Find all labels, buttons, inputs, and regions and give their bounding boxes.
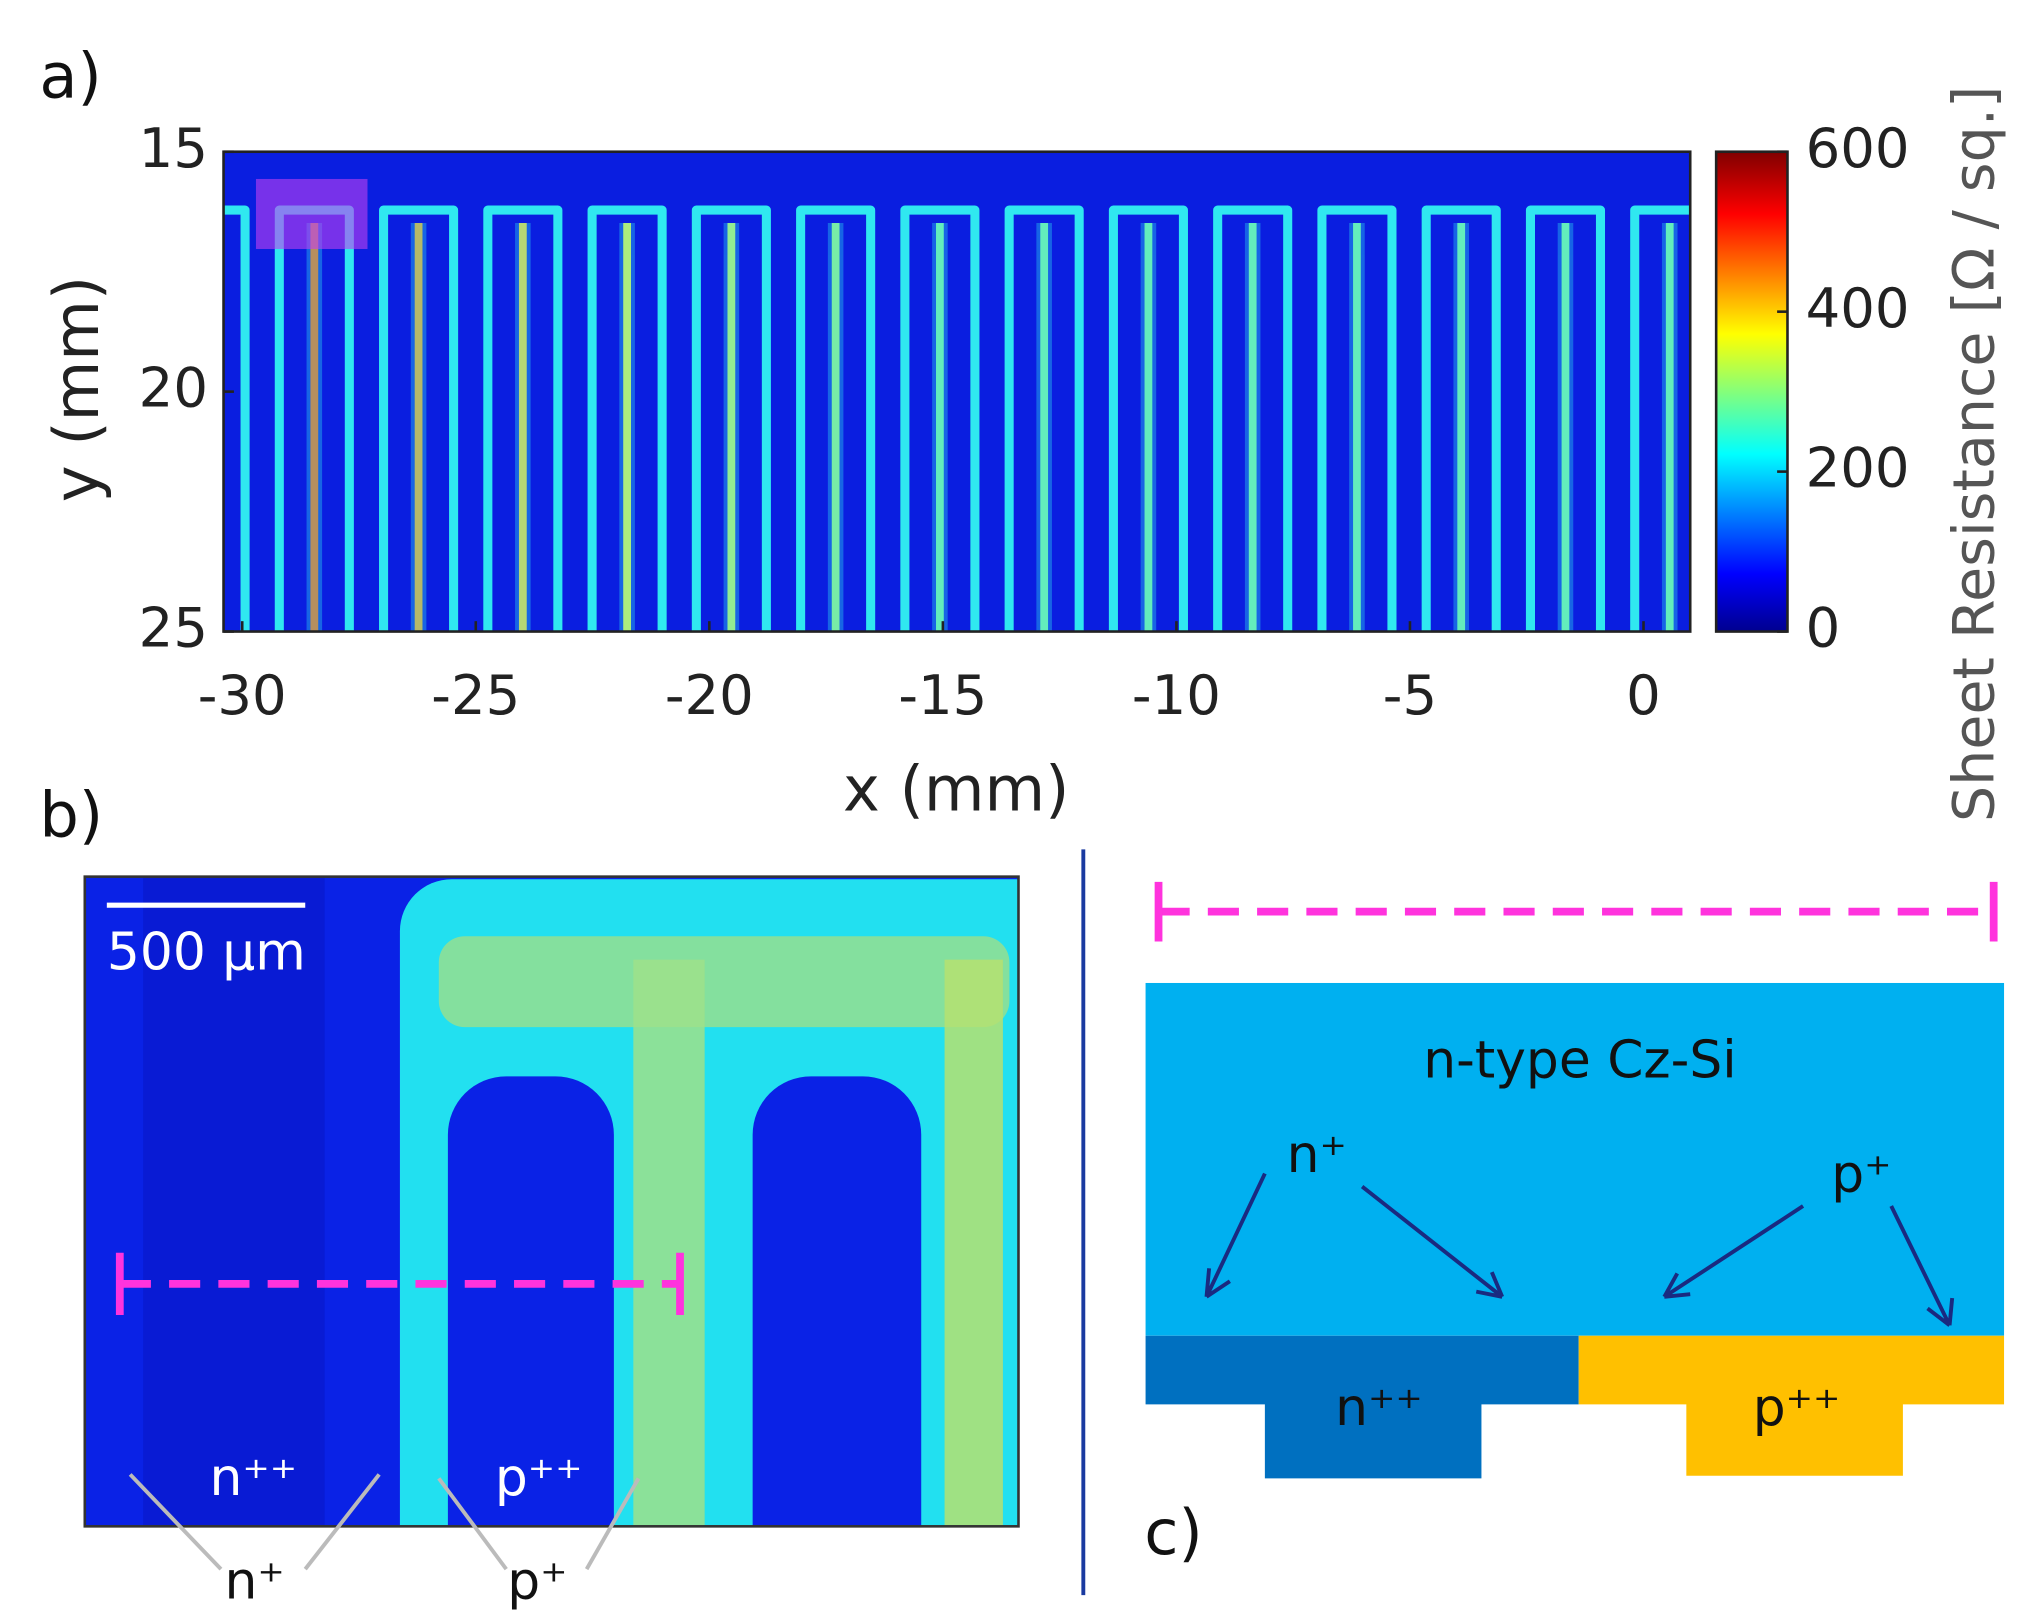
pattern-track [1317, 205, 1397, 632]
pattern-track [796, 205, 876, 632]
heatmap-pattern [223, 205, 1691, 632]
x-tick-label: -15 [898, 663, 987, 727]
y-tick-label: 15 [139, 116, 208, 180]
pattern-track [587, 205, 667, 632]
n-plus-label: n⁺ [1287, 1125, 1347, 1185]
y-tick-label: 25 [139, 596, 208, 660]
pattern-track [900, 205, 980, 632]
y-tick-label: 20 [139, 356, 208, 420]
heatmap-background [223, 151, 1691, 632]
arrows [1204, 1172, 1955, 1327]
pattern-track [223, 205, 250, 632]
substrate [1145, 982, 2005, 1336]
scale-bar-label: 500 µm [107, 923, 306, 983]
pattern-track [483, 205, 563, 632]
x-tick-label: -5 [1383, 663, 1437, 727]
pattern-track [691, 205, 771, 632]
colorbar-tick-label: 400 [1806, 276, 1910, 340]
x-tick-label: -10 [1132, 663, 1221, 727]
panel-label: b) [39, 779, 103, 852]
pattern-track [379, 205, 459, 632]
panel-label: a) [39, 39, 101, 112]
edge-label: n⁺ [225, 1552, 285, 1612]
colorbar-tick-label: 600 [1806, 116, 1910, 180]
region-label: p⁺⁺ [495, 1448, 583, 1508]
colorbar-tick-label: 0 [1806, 596, 1841, 660]
pattern-track [1108, 205, 1188, 632]
colorbar-label: Sheet Resistance [Ω / sq.] [1942, 86, 2008, 822]
pattern-track [1213, 205, 1293, 632]
region-label: n⁺⁺ [210, 1448, 298, 1508]
p-plusplus-region [1578, 1335, 2005, 1476]
x-tick-label: -20 [665, 663, 754, 727]
line-profile [115, 1252, 684, 1315]
colorbar [1714, 150, 1789, 633]
substrate-label: n-type Cz-Si [1423, 1030, 1736, 1090]
panel-label: c) [1144, 1496, 1202, 1569]
x-tick-label: -25 [431, 663, 520, 727]
x-tick-label: -30 [198, 663, 287, 727]
n-plusplus-region [1145, 1335, 1579, 1479]
y-axis-label: y (mm) [40, 276, 113, 502]
pattern-track [1004, 205, 1084, 632]
p-plus-label: p⁺ [1831, 1144, 1891, 1204]
leader-lines [128, 1473, 641, 1571]
edge-label: p⁺ [507, 1552, 567, 1612]
pattern-track [1630, 205, 1691, 632]
micrograph [84, 876, 1019, 1527]
x-axis-label: x (mm) [843, 753, 1069, 826]
line-profile [1154, 881, 1998, 942]
highlight-box [255, 178, 368, 249]
colorbar-tick-label: 200 [1806, 436, 1910, 500]
pattern-track [1421, 205, 1501, 632]
n-plusplus-label: n⁺⁺ [1335, 1378, 1423, 1438]
micrograph-frame [83, 875, 1020, 1528]
x-tick-label: 0 [1626, 663, 1661, 727]
p-plusplus-label: p⁺⁺ [1753, 1378, 1841, 1438]
pattern-track [1525, 205, 1606, 632]
